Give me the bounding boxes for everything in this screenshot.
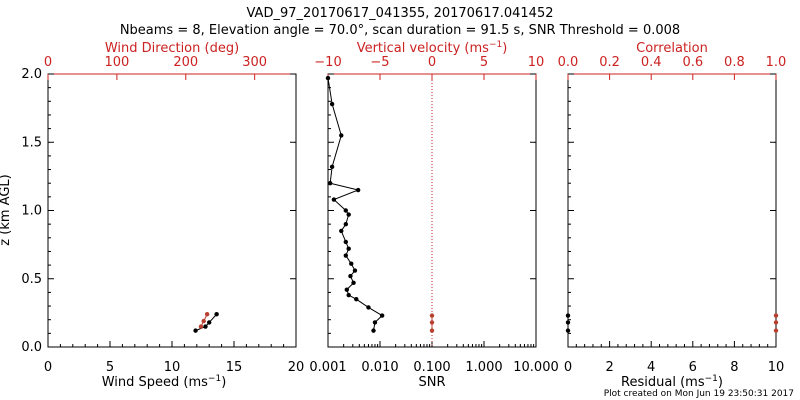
- chart-title: VAD_97_20170617_041355, 20170617.041452: [247, 6, 554, 21]
- data-point-snr: [355, 187, 361, 193]
- data-point-snr: [346, 212, 351, 217]
- data-point-residual: [565, 320, 571, 325]
- data-point-snr: [371, 328, 376, 333]
- panel-3-xlabel: Residual (ms−1): [621, 374, 723, 390]
- panel-2-frame: [327, 73, 537, 348]
- y-tick-label: 0.5: [21, 272, 42, 287]
- data-point-snr: [339, 228, 344, 234]
- panel-2-xlabel: SNR: [418, 375, 445, 390]
- panel-1-x-tick-label: 0: [44, 360, 52, 375]
- data-point-wind-speed: [207, 320, 212, 325]
- chart-subtitle: Nbeams = 8, Elevation angle = 70.0°, sca…: [120, 23, 680, 38]
- data-point-wind-speed: [203, 324, 208, 329]
- data-point-wind-direction: [198, 324, 204, 329]
- y-axis-label: z (km AGL): [0, 174, 13, 245]
- data-point-snr: [327, 181, 333, 186]
- data-point-snr: [379, 313, 385, 318]
- data-point-vertical-velocity: [429, 320, 435, 325]
- footer-note: Plot created on Mon Jun 19 23:50:31 2017: [604, 389, 794, 399]
- data-point-snr: [352, 268, 358, 273]
- panel-3-x-tick-label: 2: [605, 360, 613, 375]
- data-point-snr: [343, 208, 349, 213]
- panel-3-top-tick-label: 0.0: [558, 55, 579, 70]
- data-point-wind-direction: [204, 312, 210, 317]
- panel-2-x-tick-label: 10.000: [513, 360, 559, 375]
- panel-1-top-tick-label: 100: [104, 55, 129, 70]
- panel-1-xlabel: Wind Speed (ms−1): [102, 374, 227, 390]
- data-point-vertical-velocity: [429, 313, 435, 318]
- panel-3-x-tick-label: 0: [564, 360, 572, 375]
- data-point-wind-direction: [201, 318, 206, 324]
- data-point-snr: [343, 253, 349, 258]
- data-point-snr: [343, 239, 349, 245]
- panel-1-x-tick-label: 5: [106, 360, 114, 375]
- panel-1-x-tick-label: 15: [226, 360, 243, 375]
- panel-3-top-label: Correlation: [636, 41, 708, 56]
- panel-2-top-tick-label: 10: [528, 55, 545, 70]
- data-point-wind-speed: [193, 328, 198, 333]
- data-point-snr: [348, 273, 353, 279]
- data-point-snr: [329, 101, 335, 107]
- data-point-correlation: [773, 320, 779, 325]
- panel-3-x-tick-label: 10: [768, 360, 785, 375]
- y-tick-label: 1.5: [21, 135, 42, 150]
- panel-2-x-tick-label: 0.100: [413, 360, 450, 375]
- panel-1-top-tick-label: 0: [44, 55, 52, 70]
- series-line-snr: [327, 78, 383, 331]
- data-point-snr: [339, 133, 344, 138]
- panel-2-top-tick-label: 5: [480, 55, 488, 70]
- panel-2-top-tick-label: 0: [428, 55, 436, 70]
- data-point-snr: [331, 197, 337, 202]
- panel-2-x-tick-label: 0.010: [361, 360, 398, 375]
- panel-3-frame: [567, 73, 777, 348]
- panel-2-x-tick-label: 0.001: [309, 360, 346, 375]
- y-tick-label: 2.0: [21, 67, 42, 82]
- panel-3-top-tick-label: 0.6: [682, 55, 703, 70]
- data-point-snr: [372, 320, 378, 325]
- data-point-snr: [344, 287, 350, 292]
- panel-3-x-tick-label: 4: [647, 360, 655, 375]
- data-point-residual: [565, 328, 571, 333]
- data-point-snr: [346, 246, 351, 251]
- panel-2-top-tick-label: −10: [314, 55, 341, 70]
- panel-3-top-tick-label: 0.2: [599, 55, 620, 70]
- data-point-snr: [351, 280, 356, 286]
- panel-3-top-tick-label: 1.0: [766, 55, 787, 70]
- data-point-wind-speed: [214, 312, 219, 317]
- data-point-snr: [354, 297, 359, 302]
- data-point-snr: [346, 292, 351, 298]
- panel-1-x-tick-label: 10: [164, 360, 181, 375]
- data-point-snr: [366, 305, 371, 310]
- panel-1-top-label: Wind Direction (deg): [105, 41, 239, 56]
- data-point-correlation: [773, 313, 779, 318]
- panel-2-top-label: Vertical velocity (ms−1): [357, 40, 508, 56]
- panel-1-top-tick-label: 300: [242, 55, 267, 70]
- panel-3-top-tick-label: 0.8: [724, 55, 745, 70]
- data-point-correlation: [773, 328, 779, 333]
- y-tick-label: 0.0: [21, 340, 42, 355]
- data-point-residual: [565, 313, 571, 318]
- data-point-snr: [329, 164, 335, 170]
- panel-2-top-tick-label: −5: [370, 55, 389, 70]
- data-point-snr: [325, 75, 331, 81]
- y-tick-label: 1.0: [21, 204, 42, 219]
- data-point-snr: [343, 221, 349, 227]
- panel-3-x-tick-label: 6: [689, 360, 697, 375]
- panel-1-top-tick-label: 200: [173, 55, 198, 70]
- data-point-vertical-velocity: [429, 328, 435, 333]
- panel-3-x-tick-label: 8: [730, 360, 738, 375]
- panel-1-x-tick-label: 20: [288, 360, 305, 375]
- panel-3-top-tick-label: 0.4: [641, 55, 662, 70]
- data-point-snr: [349, 261, 354, 266]
- panel-1-frame: [47, 73, 297, 348]
- panel-2-x-tick-label: 1.000: [465, 360, 502, 375]
